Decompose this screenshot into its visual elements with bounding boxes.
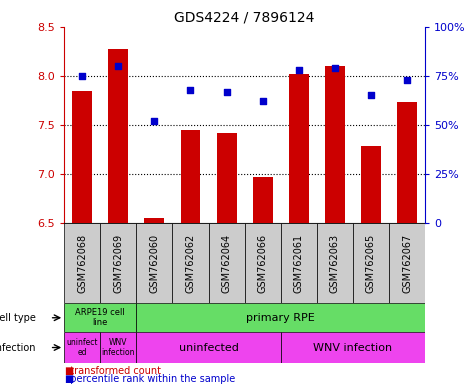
Bar [180, 130, 200, 223]
Bar [317, 223, 353, 303]
Bar [64, 303, 136, 332]
Bar [136, 223, 172, 303]
Text: GSM762065: GSM762065 [366, 233, 376, 293]
Bar [217, 132, 237, 223]
Bar [64, 332, 100, 363]
Text: GSM762062: GSM762062 [185, 233, 196, 293]
Bar [136, 332, 281, 363]
Bar [245, 223, 281, 303]
Bar [389, 223, 425, 303]
Bar [136, 303, 425, 332]
Text: uninfect
ed: uninfect ed [66, 338, 98, 357]
Point [259, 98, 266, 104]
Point [151, 118, 158, 124]
Point [403, 77, 411, 83]
Text: primary RPE: primary RPE [247, 313, 315, 323]
Text: GSM762063: GSM762063 [330, 233, 340, 293]
Point [331, 65, 339, 71]
Text: cell type: cell type [0, 313, 36, 323]
Point [367, 93, 375, 99]
Bar [353, 223, 389, 303]
Text: ■: ■ [64, 366, 73, 376]
Point [78, 73, 86, 79]
Bar [100, 332, 136, 363]
Text: GSM762068: GSM762068 [77, 233, 87, 293]
Bar [72, 91, 92, 223]
Bar [361, 146, 381, 223]
Bar [253, 177, 273, 223]
Text: ARPE19 cell
line: ARPE19 cell line [76, 308, 125, 328]
Text: GSM762064: GSM762064 [221, 233, 232, 293]
Bar [209, 223, 245, 303]
Text: GSM762067: GSM762067 [402, 233, 412, 293]
Text: GSM762069: GSM762069 [113, 233, 124, 293]
Point [295, 67, 303, 73]
Title: GDS4224 / 7896124: GDS4224 / 7896124 [174, 10, 315, 24]
Bar [397, 102, 417, 223]
Bar [108, 50, 128, 223]
Text: WNV infection: WNV infection [314, 343, 392, 353]
Bar [144, 218, 164, 223]
Bar [172, 223, 209, 303]
Text: uninfected: uninfected [179, 343, 238, 353]
Bar [281, 332, 425, 363]
Bar [289, 74, 309, 223]
Bar [64, 223, 100, 303]
Point [114, 63, 122, 69]
Bar [100, 223, 136, 303]
Bar [325, 66, 345, 223]
Bar [281, 223, 317, 303]
Text: WNV
infection: WNV infection [102, 338, 135, 357]
Text: GSM762060: GSM762060 [149, 233, 160, 293]
Text: GSM762061: GSM762061 [294, 233, 304, 293]
Text: transformed count: transformed count [64, 366, 161, 376]
Text: infection: infection [0, 343, 36, 353]
Point [223, 88, 230, 94]
Text: ■: ■ [64, 374, 73, 384]
Text: percentile rank within the sample: percentile rank within the sample [64, 374, 236, 384]
Point [187, 86, 194, 93]
Text: GSM762066: GSM762066 [257, 233, 268, 293]
